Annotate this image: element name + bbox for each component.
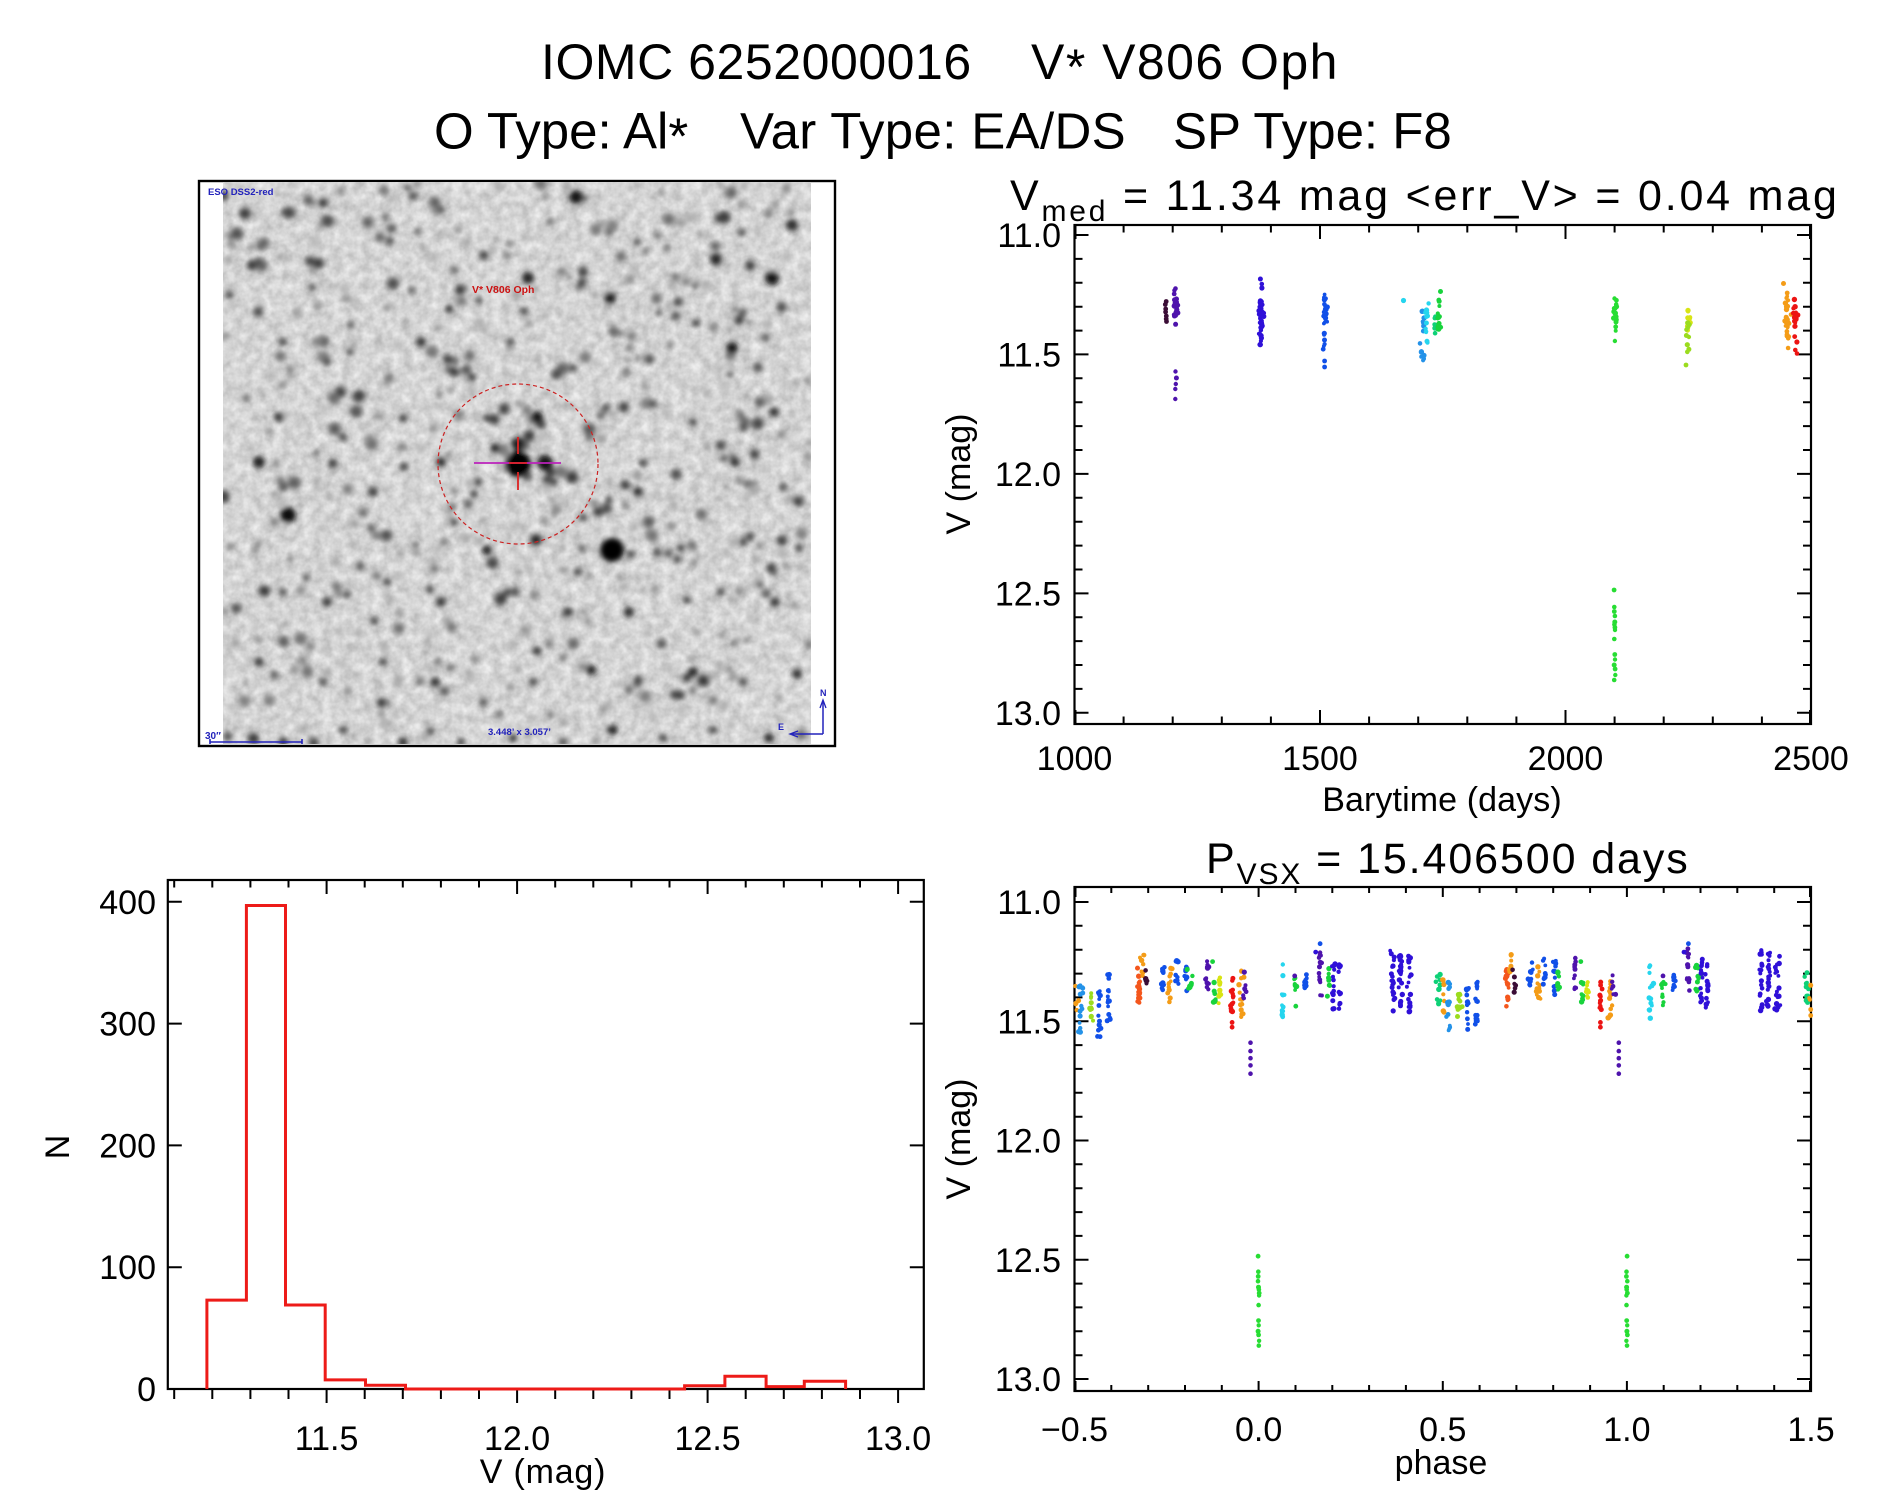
svg-text:1500: 1500 — [1282, 740, 1358, 778]
svg-text:O Type: Al*: O Type: Al* — [434, 103, 688, 165]
svg-text:Vmed = 11.34 mag <err_V> =: Vmed = 11.34 mag <err_V> = 0.04 mag — [1010, 172, 1840, 228]
svg-text:13.0: 13.0 — [995, 1361, 1061, 1399]
svg-text:11.5: 11.5 — [997, 1003, 1061, 1041]
svg-text:Barytime (days): Barytime (days) — [1322, 781, 1562, 819]
svg-text:100: 100 — [99, 1249, 156, 1287]
svg-text:11.5: 11.5 — [997, 336, 1061, 374]
svg-text:V* V806 Oph: V* V806 Oph — [472, 284, 534, 296]
svg-text:SP Type: F8: SP Type: F8 — [1173, 103, 1452, 160]
svg-text:12.5: 12.5 — [675, 1420, 741, 1458]
svg-text:3.448’ x 3.057’: 3.448’ x 3.057’ — [488, 727, 551, 738]
svg-text:200: 200 — [99, 1127, 156, 1165]
svg-text:1.5: 1.5 — [1787, 1411, 1834, 1449]
svg-text:V* V806 Oph: V* V806 Oph — [1031, 34, 1339, 95]
svg-text:N: N — [820, 688, 827, 698]
svg-text:30″: 30″ — [205, 731, 221, 742]
svg-text:12.5: 12.5 — [995, 575, 1061, 613]
svg-text:ESO DSS2-red: ESO DSS2-red — [208, 187, 274, 198]
svg-text:0.0: 0.0 — [1235, 1411, 1282, 1449]
svg-text:V (mag): V (mag) — [940, 1079, 978, 1200]
svg-text:Var Type: EA/DS: Var Type: EA/DS — [740, 103, 1126, 160]
svg-text:2000: 2000 — [1528, 740, 1604, 778]
svg-text:12.5: 12.5 — [995, 1242, 1061, 1280]
svg-text:−0.5: −0.5 — [1041, 1411, 1108, 1449]
svg-text:V (mag): V (mag) — [940, 414, 978, 535]
svg-text:0: 0 — [137, 1371, 156, 1409]
svg-text:1000: 1000 — [1037, 740, 1113, 778]
svg-text:11.5: 11.5 — [295, 1420, 359, 1458]
svg-text:11.0: 11.0 — [997, 884, 1061, 922]
svg-text:2500: 2500 — [1773, 740, 1849, 778]
svg-text:IOMC 6252000016: IOMC 6252000016 — [541, 34, 972, 90]
svg-text:V (mag): V (mag) — [480, 1453, 607, 1491]
svg-text:N: N — [39, 1135, 77, 1160]
svg-text:PVSX = 15.406500 days: PVSX = 15.406500 days — [1206, 835, 1690, 891]
svg-text:0.5: 0.5 — [1419, 1411, 1466, 1449]
svg-text:12.0: 12.0 — [484, 1420, 550, 1458]
svg-text:13.0: 13.0 — [865, 1420, 931, 1458]
svg-text:12.0: 12.0 — [995, 456, 1061, 494]
svg-text:13.0: 13.0 — [995, 695, 1061, 733]
svg-text:12.0: 12.0 — [995, 1123, 1061, 1161]
svg-text:11.0: 11.0 — [997, 217, 1061, 255]
svg-text:phase: phase — [1395, 1444, 1488, 1482]
svg-text:400: 400 — [99, 884, 156, 922]
svg-text:300: 300 — [99, 1006, 156, 1044]
svg-text:E: E — [778, 722, 784, 732]
svg-text:1.0: 1.0 — [1603, 1411, 1650, 1449]
